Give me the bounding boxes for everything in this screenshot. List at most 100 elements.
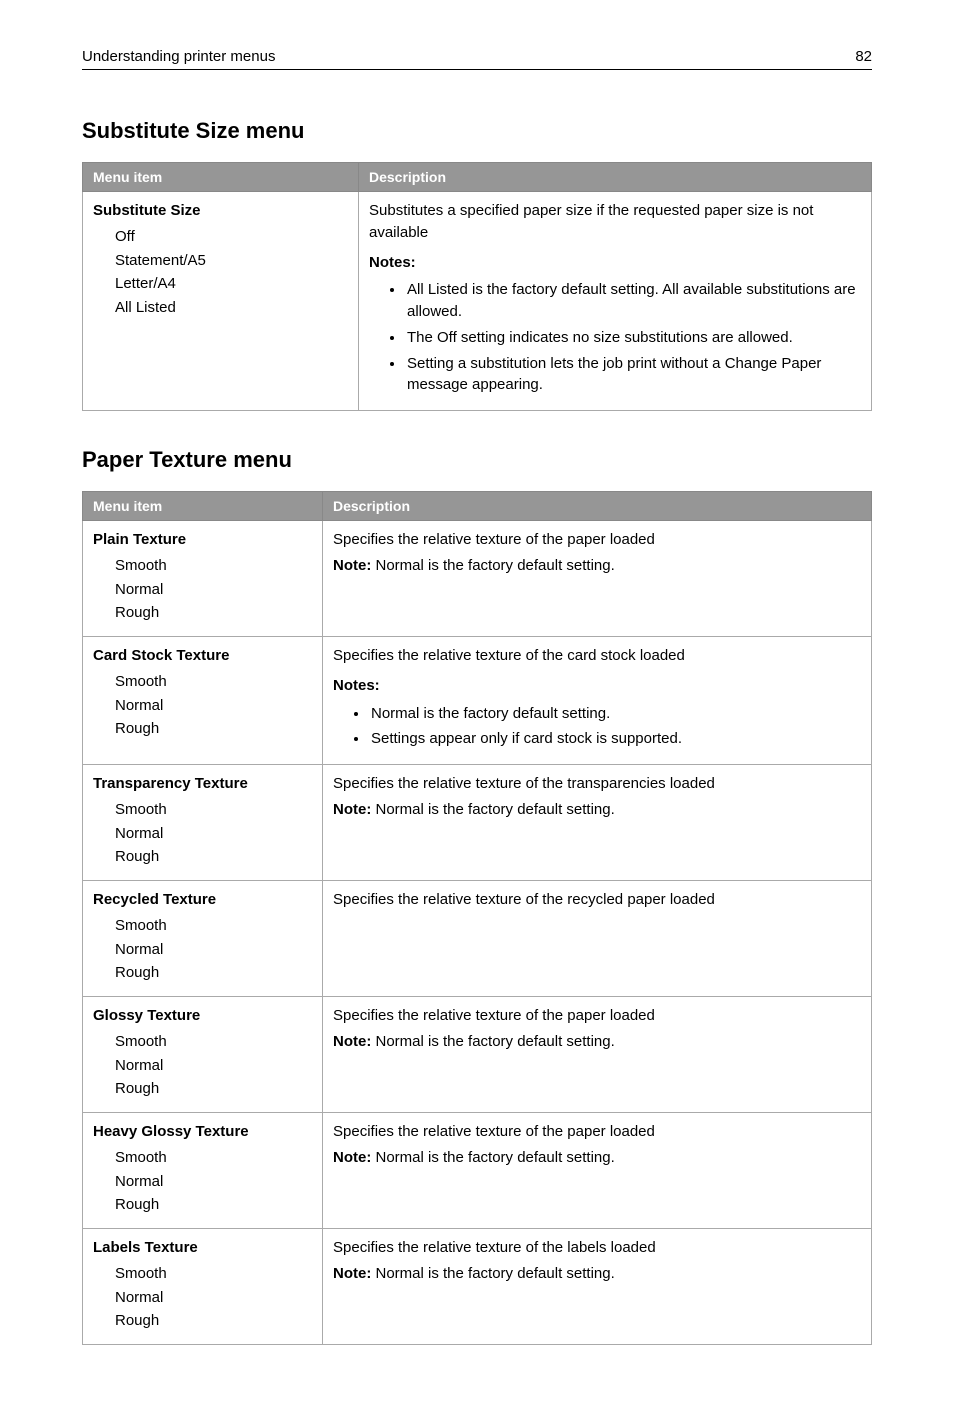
col-description: Description [359,163,872,192]
cell-description: Substitutes a specified paper size if th… [359,192,872,411]
menu-item-options: SmoothNormalRough [93,1263,312,1332]
table-header-row: Menu item Description [83,163,872,192]
note-line: Note: Normal is the factory default sett… [333,1147,861,1169]
menu-item-options: SmoothNormalRough [93,915,312,984]
note-label: Note: [333,801,371,818]
option: Smooth [115,555,312,577]
col-description: Description [323,492,872,521]
cell-description: Specifies the relative texture of the re… [323,881,872,997]
menu-item-name: Labels Texture [93,1239,198,1256]
menu-item-options: SmoothNormalRough [93,1147,312,1216]
menu-item-options: SmoothNormalRough [93,1031,312,1100]
option: Normal [115,939,312,961]
option: Normal [115,1287,312,1309]
option: All Listed [115,297,348,319]
cell-menu-item: Recycled Texture SmoothNormalRough [83,881,323,997]
page-content: Understanding printer menus 82 Substitut… [0,0,954,1421]
cell-description: Specifies the relative texture of the pa… [323,521,872,637]
note-label: Note: [333,1149,371,1166]
menu-item-name: Plain Texture [93,531,186,548]
table-row: Glossy TextureSmoothNormalRough Specifies… [83,997,872,1113]
option: Smooth [115,915,312,937]
note-line: Note: Normal is the factory default sett… [333,1263,861,1285]
section-title-substitute-size: Substitute Size menu [82,118,872,144]
section-title-paper-texture: Paper Texture menu [82,447,872,473]
option: Rough [115,602,312,624]
option: Smooth [115,1263,312,1285]
note-text: Normal is the factory default setting. [371,557,614,574]
menu-item-name: Substitute Size [93,202,201,219]
option: Smooth [115,799,312,821]
description-text: Specifies the relative texture of the ca… [333,645,861,667]
option: Normal [115,579,312,601]
cell-description: Specifies the relative texture of the pa… [323,1113,872,1229]
note-item: The Off setting indicates no size substi… [405,327,861,349]
option: Rough [115,1310,312,1332]
description-text: Specifies the relative texture of the pa… [333,529,861,551]
description-text: Specifies the relative texture of the tr… [333,773,861,795]
note-line: Note: Normal is the factory default sett… [333,555,861,577]
note-item: All Listed is the factory default settin… [405,279,861,323]
option: Normal [115,1055,312,1077]
notes-label: Notes: [369,252,861,274]
cell-menu-item: Glossy TextureSmoothNormalRough [83,997,323,1113]
menu-item-name: Heavy Glossy Texture [93,1123,249,1140]
description-text: Specifies the relative texture of the pa… [333,1121,861,1143]
note-item: Setting a substitution lets the job prin… [405,353,861,397]
menu-item-name: Recycled Texture [93,891,216,908]
option: Letter/A4 [115,273,348,295]
table-row: Heavy Glossy Texture SmoothNormalRough Spe… [83,1113,872,1229]
cell-description: Specifies the relative texture of the la… [323,1229,872,1345]
cell-description: Specifies the relative texture of the pa… [323,997,872,1113]
note-label: Note: [333,557,371,574]
description-text: Substitutes a specified paper size if th… [369,200,861,244]
cell-menu-item: Labels Texture SmoothNormalRough [83,1229,323,1345]
cell-menu-item: Substitute Size Off Statement/A5 Letter/… [83,192,359,411]
header-title: Understanding printer menus [82,48,275,65]
option: Smooth [115,1147,312,1169]
description-text: Specifies the relative texture of the pa… [333,1005,861,1027]
table-row: Substitute Size Off Statement/A5 Letter/… [83,192,872,411]
col-menu-item: Menu item [83,492,323,521]
option: Off [115,226,348,248]
cell-description: Specifies the relative texture of the ca… [323,637,872,765]
cell-menu-item: Heavy Glossy Texture SmoothNormalRough [83,1113,323,1229]
menu-item-options: SmoothNormalRough [93,671,312,740]
note-text: Normal is the factory default setting. [371,1265,614,1282]
note-label: Note: [333,1265,371,1282]
note-text: Normal is the factory default setting. [371,1149,614,1166]
option: Normal [115,1171,312,1193]
cell-menu-item: Card Stock Texture SmoothNormalRough [83,637,323,765]
table-row: Card Stock Texture SmoothNormalRough Speci… [83,637,872,765]
cell-description: Specifies the relative texture of the tr… [323,765,872,881]
description-text: Specifies the relative texture of the la… [333,1237,861,1259]
menu-item-options: SmoothNormalRough [93,799,312,868]
substitute-size-table: Menu item Description Substitute Size Of… [82,162,872,411]
menu-item-name: Transparency Texture [93,775,248,792]
option: Normal [115,695,312,717]
option: Smooth [115,671,312,693]
table-header-row: Menu item Description [83,492,872,521]
cell-menu-item: Transparency Texture SmoothNormalRough [83,765,323,881]
col-menu-item: Menu item [83,163,359,192]
note-item: Normal is the factory default setting. [369,703,861,725]
running-header: Understanding printer menus 82 [82,48,872,70]
cell-menu-item: Plain Texture SmoothNormalRough [83,521,323,637]
option: Normal [115,823,312,845]
table-row: Plain Texture SmoothNormalRough Specifies … [83,521,872,637]
page-number: 82 [855,48,872,65]
note-item: Settings appear only if card stock is su… [369,728,861,750]
option: Smooth [115,1031,312,1053]
note-text: Normal is the factory default setting. [371,801,614,818]
paper-texture-table: Menu item Description Plain Texture Smoot… [82,491,872,1345]
menu-item-name: Card Stock Texture [93,647,229,664]
notes-label: Notes: [333,675,861,697]
note-line: Note: Normal is the factory default sett… [333,799,861,821]
note-label: Note: [333,1033,371,1050]
note-text: Normal is the factory default setting. [371,1033,614,1050]
option: Statement/A5 [115,250,348,272]
option: Rough [115,718,312,740]
notes-list: All Listed is the factory default settin… [369,279,861,396]
description-text: Specifies the relative texture of the re… [333,889,861,911]
table-row: Transparency Texture SmoothNormalRough Spe… [83,765,872,881]
